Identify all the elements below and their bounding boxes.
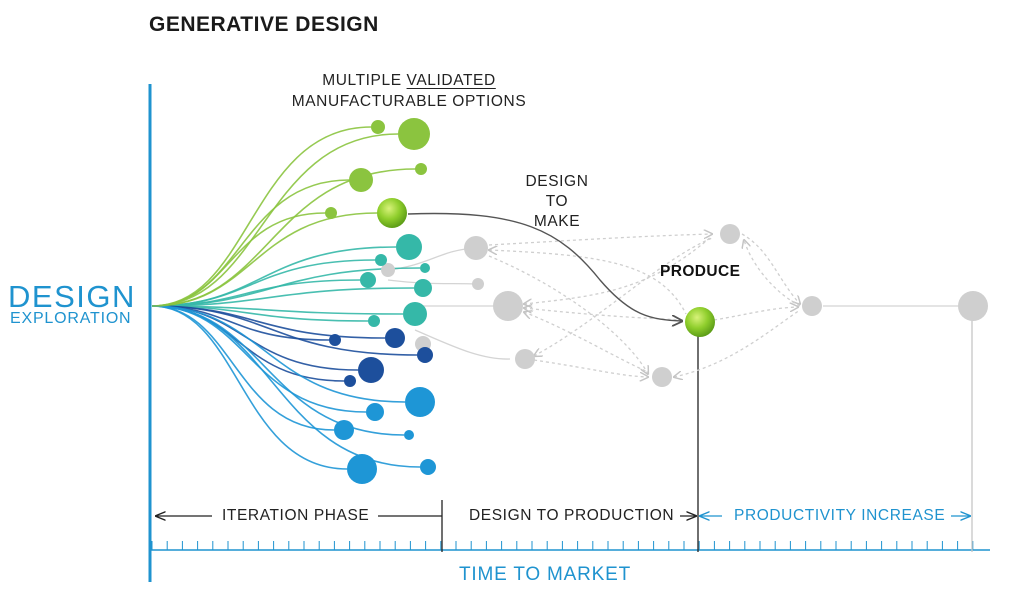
option-node <box>404 430 414 440</box>
dotted-production-paths <box>489 234 800 377</box>
option-node <box>420 459 436 475</box>
design-to-make-label: DESIGN TO MAKE <box>508 172 606 232</box>
option-node <box>414 279 432 297</box>
branch-curve <box>151 305 335 431</box>
dotted-path <box>524 308 685 321</box>
option-node <box>415 163 427 175</box>
option-node <box>344 375 356 387</box>
option-node <box>334 420 354 440</box>
dotted-path <box>488 234 712 246</box>
dotted-path <box>488 255 648 374</box>
options-label-validated: VALIDATED <box>406 72 496 89</box>
branch-curve <box>151 179 350 307</box>
iteration-phase-label: ITERATION PHASE <box>216 508 376 524</box>
option-node <box>368 315 380 327</box>
design-to-make-line: MAKE <box>533 213 581 230</box>
gray-node <box>802 296 822 316</box>
design-to-make-path <box>407 212 682 321</box>
option-node <box>329 334 341 346</box>
option-node <box>420 263 430 273</box>
branch-curve <box>151 305 421 468</box>
axis-label-exploration: EXPLORATION <box>10 310 132 327</box>
axis-label-design: DESIGN <box>8 279 136 314</box>
design-to-make-line: TO <box>545 193 569 210</box>
gray-node <box>652 367 672 387</box>
branch-curve <box>151 305 348 470</box>
timeline-ticks <box>151 541 974 550</box>
dotted-path <box>533 359 648 377</box>
gray-node <box>515 349 535 369</box>
branch-curve <box>151 305 406 403</box>
branch-curve <box>151 212 326 307</box>
option-node <box>349 168 373 192</box>
option-node <box>375 254 387 266</box>
option-node <box>396 234 422 260</box>
dotted-path <box>744 240 801 307</box>
options-label: MULTIPLE VALIDATED MANUFACTURABLE OPTION… <box>278 70 540 112</box>
branch-curve <box>151 305 418 356</box>
option-node <box>405 387 435 417</box>
option-node <box>325 207 337 219</box>
dotted-path <box>534 237 713 356</box>
option-node <box>398 118 430 150</box>
design-to-production-label: DESIGN TO PRODUCTION <box>463 508 681 524</box>
options-label-line2: MANUFACTURABLE OPTIONS <box>291 93 527 110</box>
option-node <box>366 403 384 421</box>
gray-path <box>387 279 479 285</box>
branch-curve <box>151 126 372 307</box>
dotted-path <box>713 307 798 321</box>
produce-label: PRODUCE <box>660 263 741 280</box>
option-node <box>403 302 427 326</box>
page-title: GENERATIVE DESIGN <box>149 13 379 36</box>
gray-node <box>720 224 740 244</box>
time-to-market-label: TIME TO MARKET <box>459 564 632 585</box>
selected-option-node <box>377 198 407 228</box>
branch-curve <box>151 212 378 307</box>
option-node <box>417 347 433 363</box>
option-nodes <box>325 118 436 484</box>
branch-curve <box>151 133 399 307</box>
option-node <box>347 454 377 484</box>
gray-node <box>472 278 484 290</box>
gray-node <box>493 291 523 321</box>
dotted-path <box>524 235 713 304</box>
productivity-increase-label: PRODUCTIVITY INCREASE <box>728 508 952 524</box>
dotted-path <box>524 312 649 373</box>
option-node <box>360 272 376 288</box>
option-node <box>385 328 405 348</box>
gray-node <box>381 263 395 277</box>
gray-path <box>414 329 511 360</box>
options-label-prefix: MULTIPLE <box>322 72 407 89</box>
dotted-path <box>674 309 801 377</box>
dotted-path <box>741 233 800 304</box>
branch-curve <box>151 287 415 307</box>
gray-node <box>464 236 488 260</box>
exploration-branches <box>151 126 421 470</box>
option-node <box>371 120 385 134</box>
design-to-make-line: DESIGN <box>525 173 589 190</box>
gray-nodes <box>381 224 988 387</box>
gray-node <box>958 291 988 321</box>
option-node <box>358 357 384 383</box>
produce-node <box>685 307 715 337</box>
